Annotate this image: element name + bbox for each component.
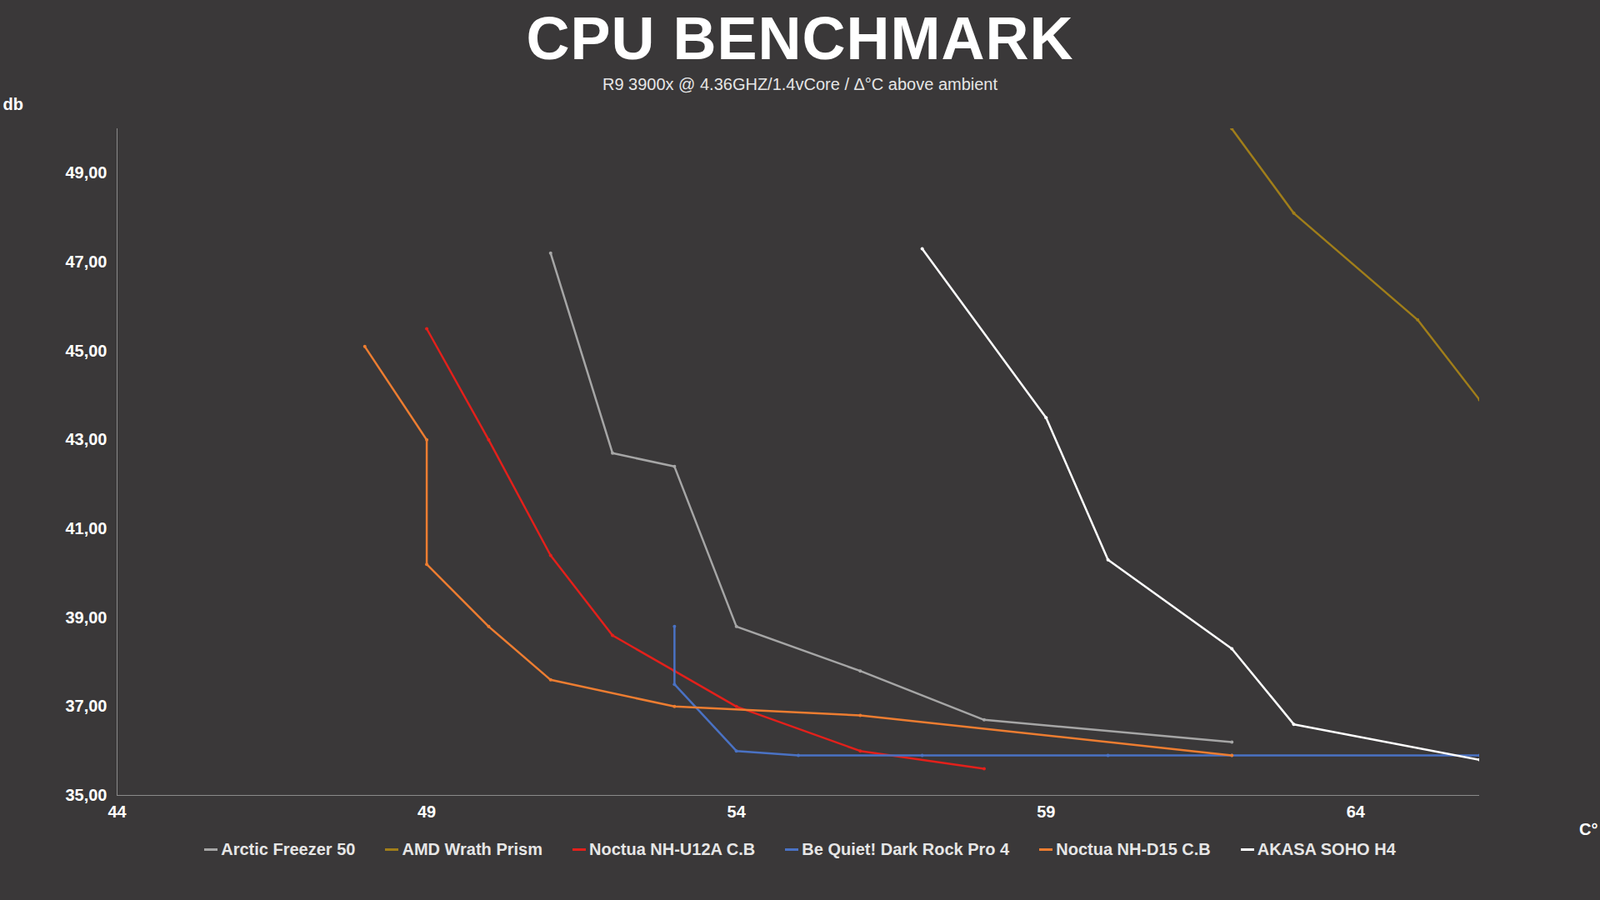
svg-text:45,00: 45,00 [65, 341, 107, 360]
svg-text:41,00: 41,00 [65, 519, 107, 538]
svg-text:db: db [3, 95, 24, 114]
svg-text:47,00: 47,00 [65, 252, 107, 271]
html-text:AKASA SOHO H4: AKASA SOHO H4 [1257, 840, 1396, 859]
svg-text:35,00: 35,00 [65, 785, 107, 805]
html-text:AMD Wrath Prism: AMD Wrath Prism [402, 840, 543, 859]
svg-text:43,00: 43,00 [65, 430, 107, 449]
svg-text:49,00: 49,00 [65, 163, 107, 182]
html-text:Noctua NH-D15 C.B: Noctua NH-D15 C.B [1056, 840, 1211, 859]
svg-text:49: 49 [417, 802, 436, 821]
svg-text:37,00: 37,00 [65, 696, 107, 715]
html-text:Arctic Freezer 50: Arctic Freezer 50 [221, 840, 356, 859]
svg-text:54: 54 [727, 802, 747, 821]
html-text:CPU BENCHMARK: CPU BENCHMARK [526, 5, 1074, 72]
svg-text:59: 59 [1036, 802, 1055, 821]
svg-text:44: 44 [107, 802, 127, 821]
html-text:Noctua NH-U12A C.B: Noctua NH-U12A C.B [589, 840, 756, 859]
svg-text:C°: C° [1579, 820, 1598, 838]
html-text:Be Quiet! Dark Rock Pro 4: Be Quiet! Dark Rock Pro 4 [801, 840, 1010, 859]
html-text:R9 3900x @ 4.36GHZ/1.4vCore /: R9 3900x @ 4.36GHZ/1.4vCore / Δ°C above … [602, 75, 998, 94]
svg-text:64: 64 [1346, 802, 1366, 821]
svg-text:39,00: 39,00 [65, 608, 107, 627]
